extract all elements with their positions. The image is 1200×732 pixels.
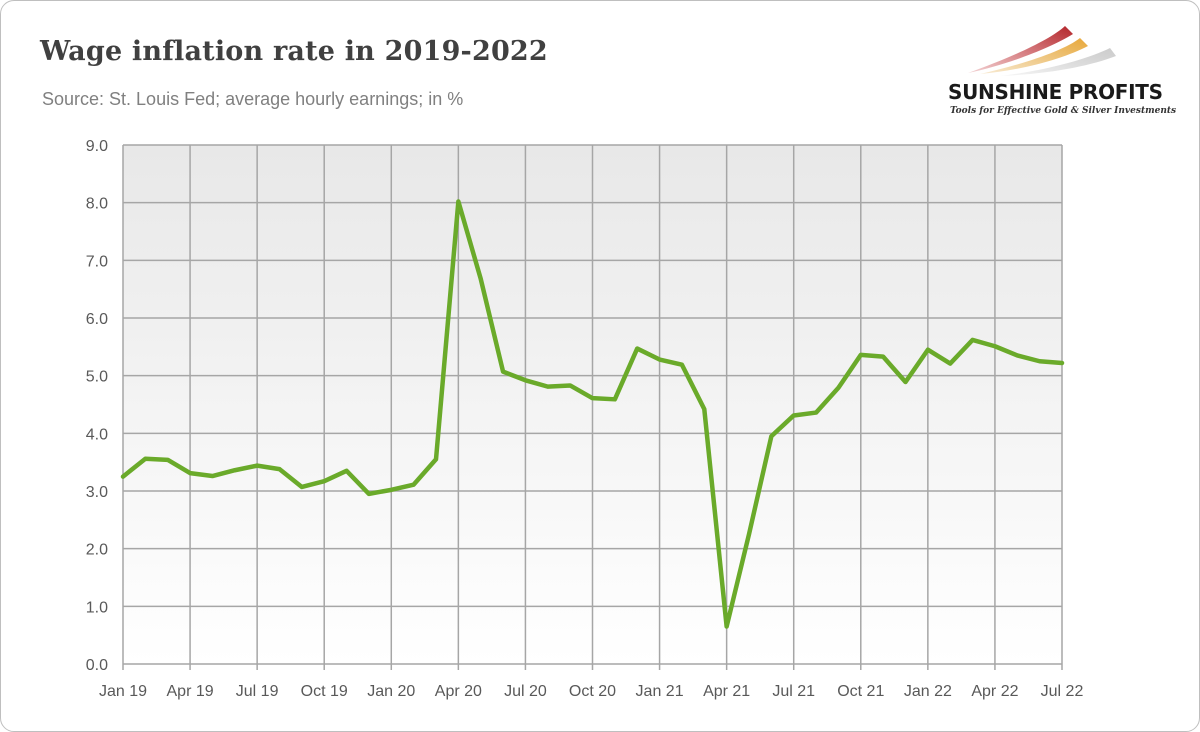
x-tick-label: Jan 22 [904, 683, 952, 700]
chart-title: Wage inflation rate in 2019-2022 [40, 36, 548, 67]
data-point [300, 485, 304, 489]
chart-subtitle: Source: St. Louis Fed; average hourly ea… [42, 89, 464, 109]
data-point [836, 386, 840, 390]
x-tick-label: Jan 19 [99, 683, 147, 700]
y-axis-tick-labels: 0.0 1.0 2.0 3.0 4.0 5.0 6.0 7.0 8.0 9.0 [86, 138, 108, 674]
data-point [456, 200, 460, 204]
data-point [166, 458, 170, 462]
x-tick-label: Oct 19 [301, 683, 348, 700]
logo-swoosh-icon [968, 26, 1116, 76]
data-point [546, 385, 550, 389]
data-point [434, 457, 438, 461]
y-tick-label: 4.0 [86, 426, 108, 443]
data-point [993, 344, 997, 348]
x-axis-tick-labels: Jan 19 Apr 19 Jul 19 Oct 19 Jan 20 Apr 20 Jul … [99, 683, 1083, 700]
x-tick-label: Jul 21 [772, 683, 815, 700]
data-point [904, 380, 908, 384]
data-point [591, 396, 595, 400]
data-point [210, 474, 214, 478]
data-point [613, 397, 617, 401]
data-point [188, 471, 192, 475]
data-point [1015, 353, 1019, 357]
data-point [635, 347, 639, 351]
y-tick-label: 7.0 [86, 253, 108, 270]
data-point [568, 383, 572, 387]
x-tick-label: Oct 20 [569, 683, 616, 700]
data-point [814, 411, 818, 415]
gridlines [122, 144, 1063, 670]
y-tick-label: 2.0 [86, 542, 108, 559]
y-tick-label: 9.0 [86, 138, 108, 155]
y-tick-label: 5.0 [86, 369, 108, 386]
data-point [367, 492, 371, 496]
y-tick-label: 8.0 [86, 196, 108, 213]
logo-name: SUNSHINE PROFITS [948, 80, 1163, 104]
data-point [769, 434, 773, 438]
x-tick-label: Jan 20 [367, 683, 415, 700]
data-point [501, 370, 505, 374]
data-point [389, 488, 393, 492]
data-point [479, 277, 483, 281]
data-point [278, 467, 282, 471]
data-point [702, 407, 706, 411]
data-point [680, 363, 684, 367]
x-tick-label: Jul 22 [1041, 683, 1084, 700]
data-point [121, 475, 125, 479]
x-tick-label: Apr 20 [435, 683, 482, 700]
x-tick-label: Jan 21 [636, 683, 684, 700]
data-point [948, 362, 952, 366]
data-point [859, 353, 863, 357]
logo-tagline: Tools for Effective Gold & Silver Invest… [950, 106, 1177, 116]
x-tick-label: Apr 19 [167, 683, 214, 700]
data-point [233, 468, 237, 472]
data-point [881, 355, 885, 359]
data-point [1038, 359, 1042, 363]
y-tick-label: 0.0 [86, 657, 108, 674]
data-point [412, 483, 416, 487]
x-tick-label: Apr 22 [971, 683, 1018, 700]
y-tick-label: 6.0 [86, 311, 108, 328]
x-tick-label: Apr 21 [703, 683, 750, 700]
data-point [1060, 361, 1064, 365]
wage-inflation-line [120, 199, 1065, 629]
data-point [725, 625, 729, 629]
data-point [345, 469, 349, 473]
data-point [792, 413, 796, 417]
data-point [322, 479, 326, 483]
x-tick-label: Jul 20 [504, 683, 547, 700]
data-point [523, 378, 527, 382]
x-tick-label: Oct 21 [837, 683, 884, 700]
x-tick-label: Jul 19 [236, 683, 279, 700]
data-point [143, 457, 147, 461]
data-point [926, 348, 930, 352]
data-point [971, 338, 975, 342]
y-tick-label: 3.0 [86, 484, 108, 501]
data-point [658, 358, 662, 362]
sunshine-profits-logo: SUNSHINE PROFITS Tools for Effective Gol… [940, 18, 1180, 128]
data-point [747, 532, 751, 536]
data-point [255, 464, 259, 468]
y-tick-label: 1.0 [86, 599, 108, 616]
